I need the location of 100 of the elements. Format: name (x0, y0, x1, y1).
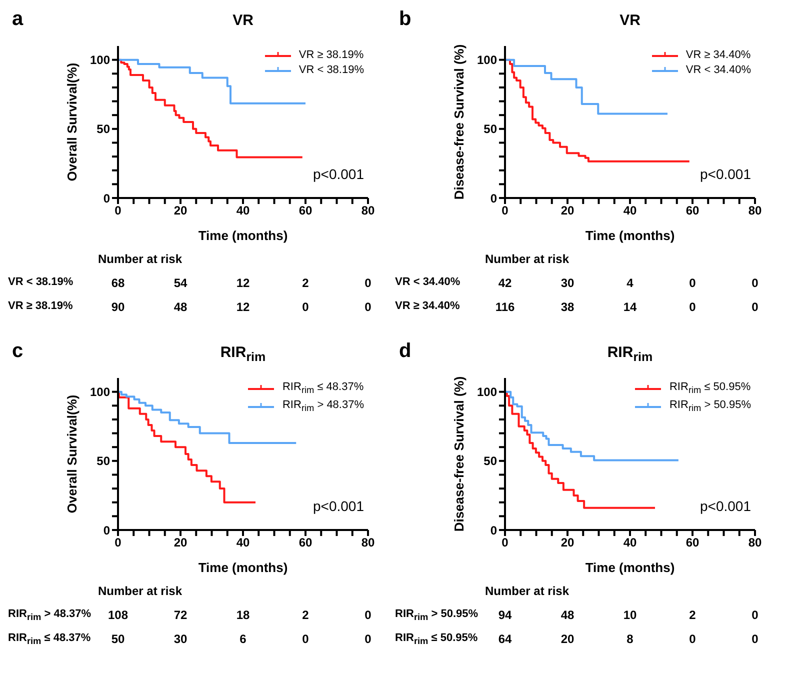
text: 14 (623, 300, 637, 314)
text: 68 (111, 276, 125, 290)
x-tick-label: 80 (748, 536, 762, 550)
text: 0 (364, 300, 372, 314)
x-tick-label: 0 (502, 536, 509, 550)
text: 30 (560, 276, 574, 290)
x-tick-label: 60 (686, 536, 700, 550)
y-tick-label: 50 (484, 122, 498, 136)
text: 0 (752, 276, 758, 290)
x-tick-label: 40 (623, 204, 637, 218)
y-axis-title: Overall Survival(%) (64, 62, 80, 182)
text: 94 (498, 608, 512, 622)
y-axis-title: Disease-free Survival (%) (452, 376, 467, 532)
annotation: p<0.001 (313, 166, 364, 182)
y-axis-title: Disease-free Survival (%) (452, 44, 467, 200)
x-tick-label: 40 (623, 536, 637, 550)
y-tick-label: 0 (490, 191, 498, 206)
text: 8 (626, 632, 634, 646)
y-tick-label: 50 (96, 454, 110, 468)
y-tick-label: 0 (490, 523, 498, 538)
text: 0 (364, 632, 372, 646)
chart-title: VR (232, 12, 254, 29)
chart-title: VR (620, 12, 640, 29)
x-tick-label: 0 (502, 204, 509, 218)
text: c (12, 340, 24, 363)
x-tick-label: 60 (298, 204, 312, 218)
text: 108 (108, 608, 128, 622)
text: RIR$_{rim}$ ≤ 50.95% (395, 632, 478, 646)
chart-title: RIR$_{rim}$ (607, 344, 653, 364)
annotation: p<0.001 (700, 166, 751, 182)
legend-label: RIR$_{rim}$ ≤ 50.95% (669, 380, 751, 398)
x-tick-label: 0 (114, 204, 122, 218)
legend-label: VR ≥ 38.19% (298, 48, 364, 63)
chart-title: RIR$_{rim}$ (220, 344, 266, 364)
text: 64 (498, 632, 512, 646)
text: 0 (302, 300, 309, 314)
y-tick-label: 100 (476, 53, 498, 68)
text: 42 (498, 276, 512, 290)
text: 90 (111, 300, 125, 314)
x-tick-label: 20 (560, 536, 574, 550)
x-tick-label: 40 (236, 204, 250, 218)
text: 0 (752, 632, 758, 646)
x-axis-title: Time (months) (198, 228, 288, 243)
text: d (399, 340, 412, 363)
text: VR < 34.40% (395, 276, 460, 288)
y-tick-label: 0 (103, 191, 110, 206)
text: 2 (689, 608, 696, 622)
text: Number at risk (485, 252, 570, 266)
text: Number at risk (485, 584, 570, 598)
text: 30 (174, 632, 188, 646)
text: 2 (302, 608, 309, 622)
y-axis-title: Overall Survival(%) (64, 394, 80, 514)
text: a (12, 8, 24, 31)
x-tick-label: 80 (361, 204, 375, 218)
x-tick-label: 80 (361, 536, 375, 550)
annotation: p<0.001 (313, 498, 364, 514)
text: VR < 38.19% (8, 276, 74, 288)
text: 12 (236, 300, 250, 314)
y-tick-label: 0 (103, 523, 110, 538)
y-tick-label: 100 (90, 53, 110, 68)
y-tick-label: 100 (476, 385, 498, 400)
legend-label: VR ≥ 34.40% (686, 48, 751, 63)
x-tick-label: 40 (236, 536, 250, 550)
text: 0 (689, 300, 696, 314)
text: 0 (689, 632, 696, 646)
x-tick-label: 80 (748, 204, 762, 218)
text: 18 (236, 608, 250, 622)
x-tick-label: 20 (560, 204, 574, 218)
x-tick-label: 0 (114, 536, 122, 550)
legend-label: RIR$_{rim}$ > 50.95% (669, 398, 751, 416)
text: 0 (752, 300, 758, 314)
text: 10 (623, 608, 637, 622)
text: RIR$_{rim}$ > 48.37% (8, 608, 92, 622)
text: 38 (560, 300, 574, 314)
text: 4 (626, 276, 634, 290)
x-tick-label: 60 (298, 536, 312, 550)
x-tick-label: 20 (174, 204, 188, 218)
x-axis-title: Time (months) (585, 228, 675, 243)
x-tick-label: 20 (174, 536, 188, 550)
text: VR ≥ 38.19% (8, 300, 73, 312)
x-axis-title: Time (months) (585, 560, 675, 575)
legend-label: RIR$_{rim}$ ≤ 48.37% (282, 380, 364, 398)
y-tick-label: 50 (484, 454, 498, 468)
text: 48 (560, 608, 574, 622)
legend-label: VR < 34.40% (686, 63, 751, 78)
text: 0 (364, 276, 372, 290)
text: 20 (560, 632, 574, 646)
text: Number at risk (98, 252, 182, 266)
text: 54 (174, 276, 188, 290)
x-tick-label: 60 (686, 204, 700, 218)
text: RIR$_{rim}$ > 50.95% (395, 608, 478, 622)
text: 48 (174, 300, 188, 314)
text: 6 (240, 632, 246, 646)
legend-label: VR < 38.19% (298, 63, 364, 78)
text: VR ≥ 34.40% (395, 300, 460, 312)
y-tick-label: 100 (90, 385, 110, 400)
text: 12 (236, 276, 250, 290)
text: 2 (302, 276, 309, 290)
text: 116 (495, 300, 515, 314)
text: 72 (174, 608, 188, 622)
